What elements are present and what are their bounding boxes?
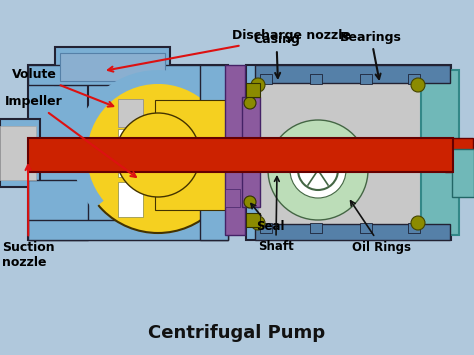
Bar: [242, 97, 260, 207]
Bar: [0, 126, 36, 180]
Bar: [225, 65, 245, 235]
Text: Discharge nozzle: Discharge nozzle: [108, 29, 351, 72]
Text: Bearings: Bearings: [340, 31, 402, 79]
Bar: [408, 74, 420, 84]
Text: Centrifugal Pump: Centrifugal Pump: [148, 324, 326, 342]
Bar: [118, 99, 143, 127]
Circle shape: [244, 196, 256, 208]
Text: Volute: Volute: [12, 69, 113, 106]
Bar: [445, 138, 473, 172]
Bar: [28, 65, 228, 240]
Bar: [28, 65, 228, 85]
Circle shape: [268, 120, 368, 220]
Bar: [225, 189, 240, 207]
Circle shape: [80, 77, 236, 233]
Circle shape: [411, 78, 425, 92]
Bar: [246, 83, 260, 97]
Bar: [408, 223, 420, 233]
Bar: [422, 73, 457, 233]
Text: Impeller: Impeller: [5, 95, 136, 177]
Bar: [258, 79, 436, 227]
Bar: [310, 74, 322, 84]
Bar: [28, 138, 453, 172]
Bar: [452, 149, 474, 197]
Bar: [255, 65, 450, 83]
Text: Oil Rings: Oil Rings: [351, 201, 411, 253]
Circle shape: [290, 142, 346, 198]
Bar: [246, 213, 260, 227]
Circle shape: [244, 97, 256, 109]
Bar: [88, 81, 136, 119]
Circle shape: [251, 78, 265, 92]
Circle shape: [251, 216, 265, 230]
Bar: [118, 129, 143, 177]
Bar: [360, 223, 372, 233]
Bar: [360, 74, 372, 84]
Bar: [260, 223, 272, 233]
Circle shape: [116, 113, 200, 197]
Bar: [155, 100, 233, 210]
Bar: [28, 220, 228, 240]
Bar: [421, 70, 459, 235]
Bar: [55, 47, 170, 85]
Circle shape: [411, 216, 425, 230]
Bar: [0, 119, 40, 187]
Bar: [28, 180, 88, 240]
Bar: [246, 65, 451, 240]
Text: Suction
nozzle: Suction nozzle: [2, 165, 55, 269]
Bar: [260, 74, 272, 84]
Bar: [118, 182, 143, 217]
Bar: [200, 65, 228, 240]
Bar: [60, 53, 165, 81]
Text: Casing: Casing: [253, 33, 300, 78]
Text: Seal: Seal: [251, 203, 284, 234]
Bar: [255, 224, 450, 240]
Bar: [310, 223, 322, 233]
Text: Shaft: Shaft: [258, 177, 294, 253]
